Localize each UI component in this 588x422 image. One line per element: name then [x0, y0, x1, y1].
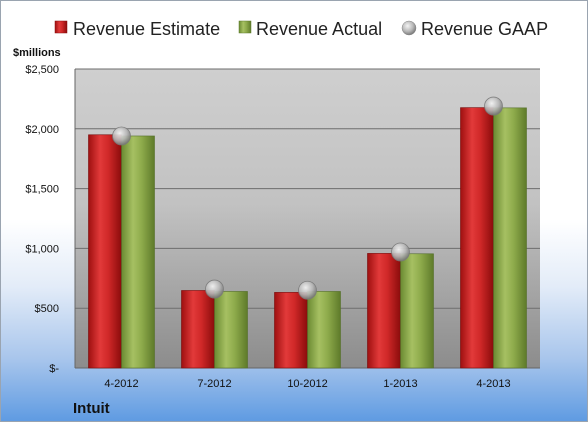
legend-item-actual: Revenue Actual [238, 19, 382, 39]
y-tick-label: $1,000 [25, 243, 59, 255]
legend-label-gaap: Revenue GAAP [421, 19, 548, 39]
unit-label: $millions [13, 47, 61, 59]
gaap-markers [112, 96, 503, 300]
x-tick-label: 1-2013 [383, 378, 417, 390]
bar-actual [121, 135, 155, 369]
gaap-marker [205, 279, 224, 299]
x-tick-label: 4-2012 [104, 378, 138, 390]
y-tick-label: $500 [35, 303, 59, 315]
x-tick-label: 10-2012 [287, 378, 327, 390]
y-tick-label: $1,500 [25, 184, 59, 196]
gaap-marker [298, 280, 317, 300]
bar-estimate [88, 134, 122, 369]
bar-actual [400, 253, 434, 369]
bar-estimate [460, 107, 494, 369]
gaap-marker [484, 96, 503, 116]
gaap-marker [391, 242, 410, 262]
gaap-marker [112, 126, 131, 146]
x-tick-label: 4-2013 [476, 378, 510, 390]
legend-label-estimate: Revenue Estimate [73, 19, 220, 39]
bars [88, 107, 527, 369]
legend-label-actual: Revenue Actual [256, 19, 382, 39]
y-tick-label: $- [49, 363, 59, 375]
bar-estimate [274, 292, 308, 369]
bar-estimate [367, 253, 401, 369]
bar-actual [214, 291, 248, 369]
company-name: Intuit [73, 400, 110, 417]
bar-actual [307, 291, 341, 369]
bar-actual [493, 107, 527, 369]
y-tick-labels: $- $500 $1,000 $1,500 $2,000 $2,500 [25, 64, 59, 375]
bar-estimate [181, 290, 215, 369]
legend: Revenue Estimate Revenue Actual Revenue … [54, 19, 548, 39]
x-tick-label: 7-2012 [197, 378, 231, 390]
legend-item-gaap: Revenue GAAP [401, 19, 548, 39]
y-tick-label: $2,000 [25, 124, 59, 136]
y-tick-label: $2,500 [25, 64, 59, 76]
legend-item-estimate: Revenue Estimate [54, 19, 220, 39]
x-tick-labels: 4-2012 7-2012 10-2012 1-2013 4-2013 [104, 378, 510, 390]
